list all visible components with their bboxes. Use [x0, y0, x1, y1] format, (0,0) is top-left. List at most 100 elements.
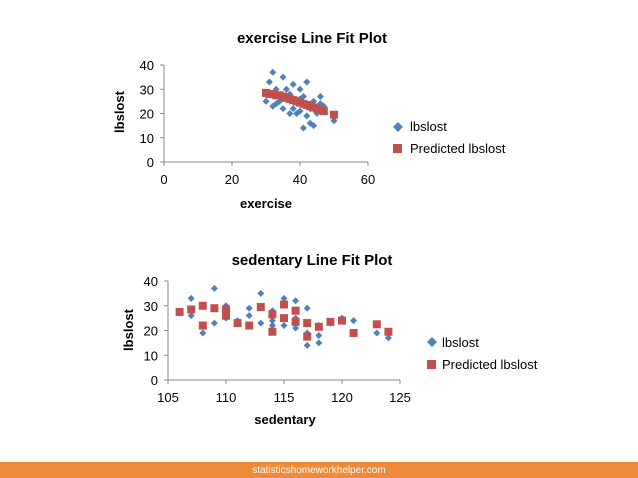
sedentary-chart-svg: sedentary Line Fit Plot 0 10 20 30 40 105 110 1… — [121, 252, 538, 427]
data-point — [289, 105, 297, 113]
data-point — [299, 124, 307, 132]
data-point — [222, 311, 230, 320]
data-point — [303, 78, 311, 86]
data-point — [303, 341, 311, 349]
series-predicted-lbslost — [175, 300, 393, 341]
y-tick-label: 30 — [144, 299, 158, 314]
y-tick-label: 40 — [144, 274, 158, 289]
data-point — [280, 322, 288, 330]
legend-label-lbslost: lbslost — [442, 335, 479, 350]
x-tick-label: 0 — [160, 172, 167, 187]
data-point — [338, 316, 346, 325]
data-point — [319, 107, 328, 116]
footer-text: statisticshomeworkhelper.com — [252, 464, 386, 476]
data-point — [210, 304, 219, 313]
data-point — [198, 301, 207, 310]
data-point — [315, 339, 323, 347]
data-point — [299, 93, 307, 101]
data-point — [291, 306, 300, 315]
data-point — [282, 85, 290, 93]
data-point — [268, 322, 276, 330]
data-point — [269, 68, 277, 76]
y-tick-label: 20 — [140, 107, 154, 122]
data-point — [303, 319, 312, 328]
data-point — [289, 80, 297, 88]
data-point — [373, 329, 381, 337]
data-point — [222, 305, 230, 314]
x-tick-label: 20 — [225, 172, 239, 187]
legend: lbslost Predicted lbslost — [427, 335, 538, 372]
legend-marker-predicted — [427, 360, 436, 369]
legend-marker-lbslost — [427, 337, 437, 347]
data-point — [286, 110, 294, 117]
legend: lbslost Predicted lbslost — [393, 119, 506, 156]
data-point — [262, 97, 270, 105]
data-point — [296, 85, 304, 93]
data-point — [187, 294, 195, 302]
data-point — [257, 319, 265, 327]
chart-title: exercise Line Fit Plot — [237, 30, 387, 47]
y-tick-label: 30 — [140, 82, 154, 97]
data-point — [303, 304, 311, 312]
series-predicted-lbslost — [262, 88, 338, 119]
x-tick-label: 60 — [361, 172, 375, 187]
y-tick-label: 0 — [147, 155, 154, 170]
data-point — [280, 300, 288, 309]
data-point — [199, 329, 207, 337]
x-tick-label: 40 — [293, 172, 307, 187]
data-point — [268, 327, 277, 336]
data-point — [256, 302, 265, 311]
legend-label-predicted: Predicted lbslost — [410, 141, 506, 156]
data-point — [245, 304, 253, 312]
data-point — [198, 321, 207, 330]
data-point — [350, 317, 358, 325]
data-point — [280, 314, 288, 323]
data-point — [245, 321, 254, 330]
data-point — [257, 289, 265, 297]
data-point — [384, 334, 392, 342]
data-point — [292, 297, 300, 305]
legend-label-lbslost: lbslost — [410, 119, 447, 134]
y-axis-title: lbslost — [112, 90, 127, 133]
y-tick-label: 10 — [144, 348, 158, 363]
data-point — [265, 78, 273, 86]
data-point — [384, 327, 393, 336]
data-point — [349, 328, 358, 337]
data-point — [175, 307, 184, 316]
data-point — [268, 317, 276, 325]
data-point — [372, 320, 381, 329]
data-point — [315, 331, 323, 339]
data-point — [279, 105, 287, 113]
data-point — [279, 73, 287, 81]
legend-marker-predicted — [393, 144, 402, 153]
exercise-chart: exercise Line Fit Plot 0 10 20 30 40 0 20 40 60 … — [0, 0, 638, 230]
y-tick-label: 40 — [140, 58, 154, 73]
x-tick-label: 115 — [274, 390, 295, 405]
chart-title: sedentary Line Fit Plot — [232, 252, 393, 269]
data-point — [210, 284, 218, 292]
data-point — [330, 110, 338, 119]
data-point — [316, 93, 324, 101]
x-tick-label: 125 — [389, 390, 411, 405]
data-point — [296, 107, 304, 115]
y-tick-label: 20 — [144, 324, 158, 339]
data-point — [303, 112, 311, 120]
x-axis-title: exercise — [240, 196, 292, 211]
x-tick-label: 110 — [216, 390, 237, 405]
sedentary-chart: sedentary Line Fit Plot 0 10 20 30 40 105 110 1… — [0, 230, 638, 460]
footer-bar: statisticshomeworkhelper.com — [0, 462, 638, 478]
y-tick-label: 10 — [140, 131, 154, 146]
data-point — [280, 294, 288, 302]
data-point — [187, 305, 196, 314]
data-point — [303, 332, 312, 341]
legend-label-predicted: Predicted lbslost — [442, 357, 538, 372]
data-point — [233, 319, 242, 328]
legend-marker-lbslost — [393, 122, 403, 132]
data-point — [292, 324, 300, 332]
data-point — [310, 122, 318, 130]
x-axis-title: sedentary — [254, 412, 316, 427]
data-point — [210, 319, 218, 327]
data-point — [268, 310, 277, 319]
x-tick-label: 105 — [157, 390, 179, 405]
